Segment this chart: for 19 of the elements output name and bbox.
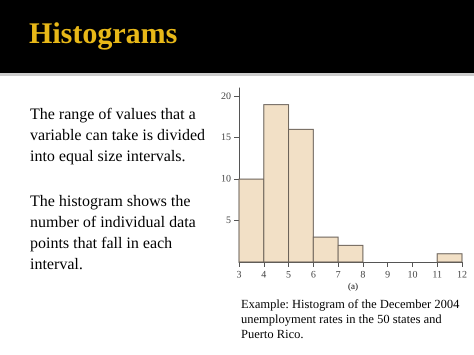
x-tick-label: 8 bbox=[360, 270, 366, 280]
x-tick-label: 6 bbox=[310, 270, 316, 280]
x-tick-label: 12 bbox=[457, 270, 467, 280]
y-tick-label: 20 bbox=[221, 90, 231, 102]
y-tick-label: 10 bbox=[221, 174, 231, 185]
text: The histogram shows the number of individual data points that fall in each interval. bbox=[30, 192, 197, 275]
x-tick-label: 10 bbox=[407, 270, 418, 280]
y-tick-label: 5 bbox=[226, 215, 231, 226]
x-tick-label: 4 bbox=[261, 270, 266, 280]
x-tick-label: 7 bbox=[336, 270, 341, 280]
text: Example: Histogram of the December 2004 unemployment rates in the 50 states and Puerto Rico. bbox=[241, 297, 460, 342]
x-tick-label: 9 bbox=[385, 270, 390, 280]
x-tick-label: 11 bbox=[432, 270, 442, 280]
x-tick-label: 3 bbox=[236, 270, 242, 280]
chart-title: Histograms bbox=[29, 17, 178, 51]
text: The range of values that a variable can take is divided into equal size intervals. bbox=[30, 105, 206, 167]
x-tick-label: 5 bbox=[286, 270, 292, 280]
y-tick-label: 15 bbox=[221, 132, 231, 144]
text: (a) bbox=[347, 281, 359, 291]
